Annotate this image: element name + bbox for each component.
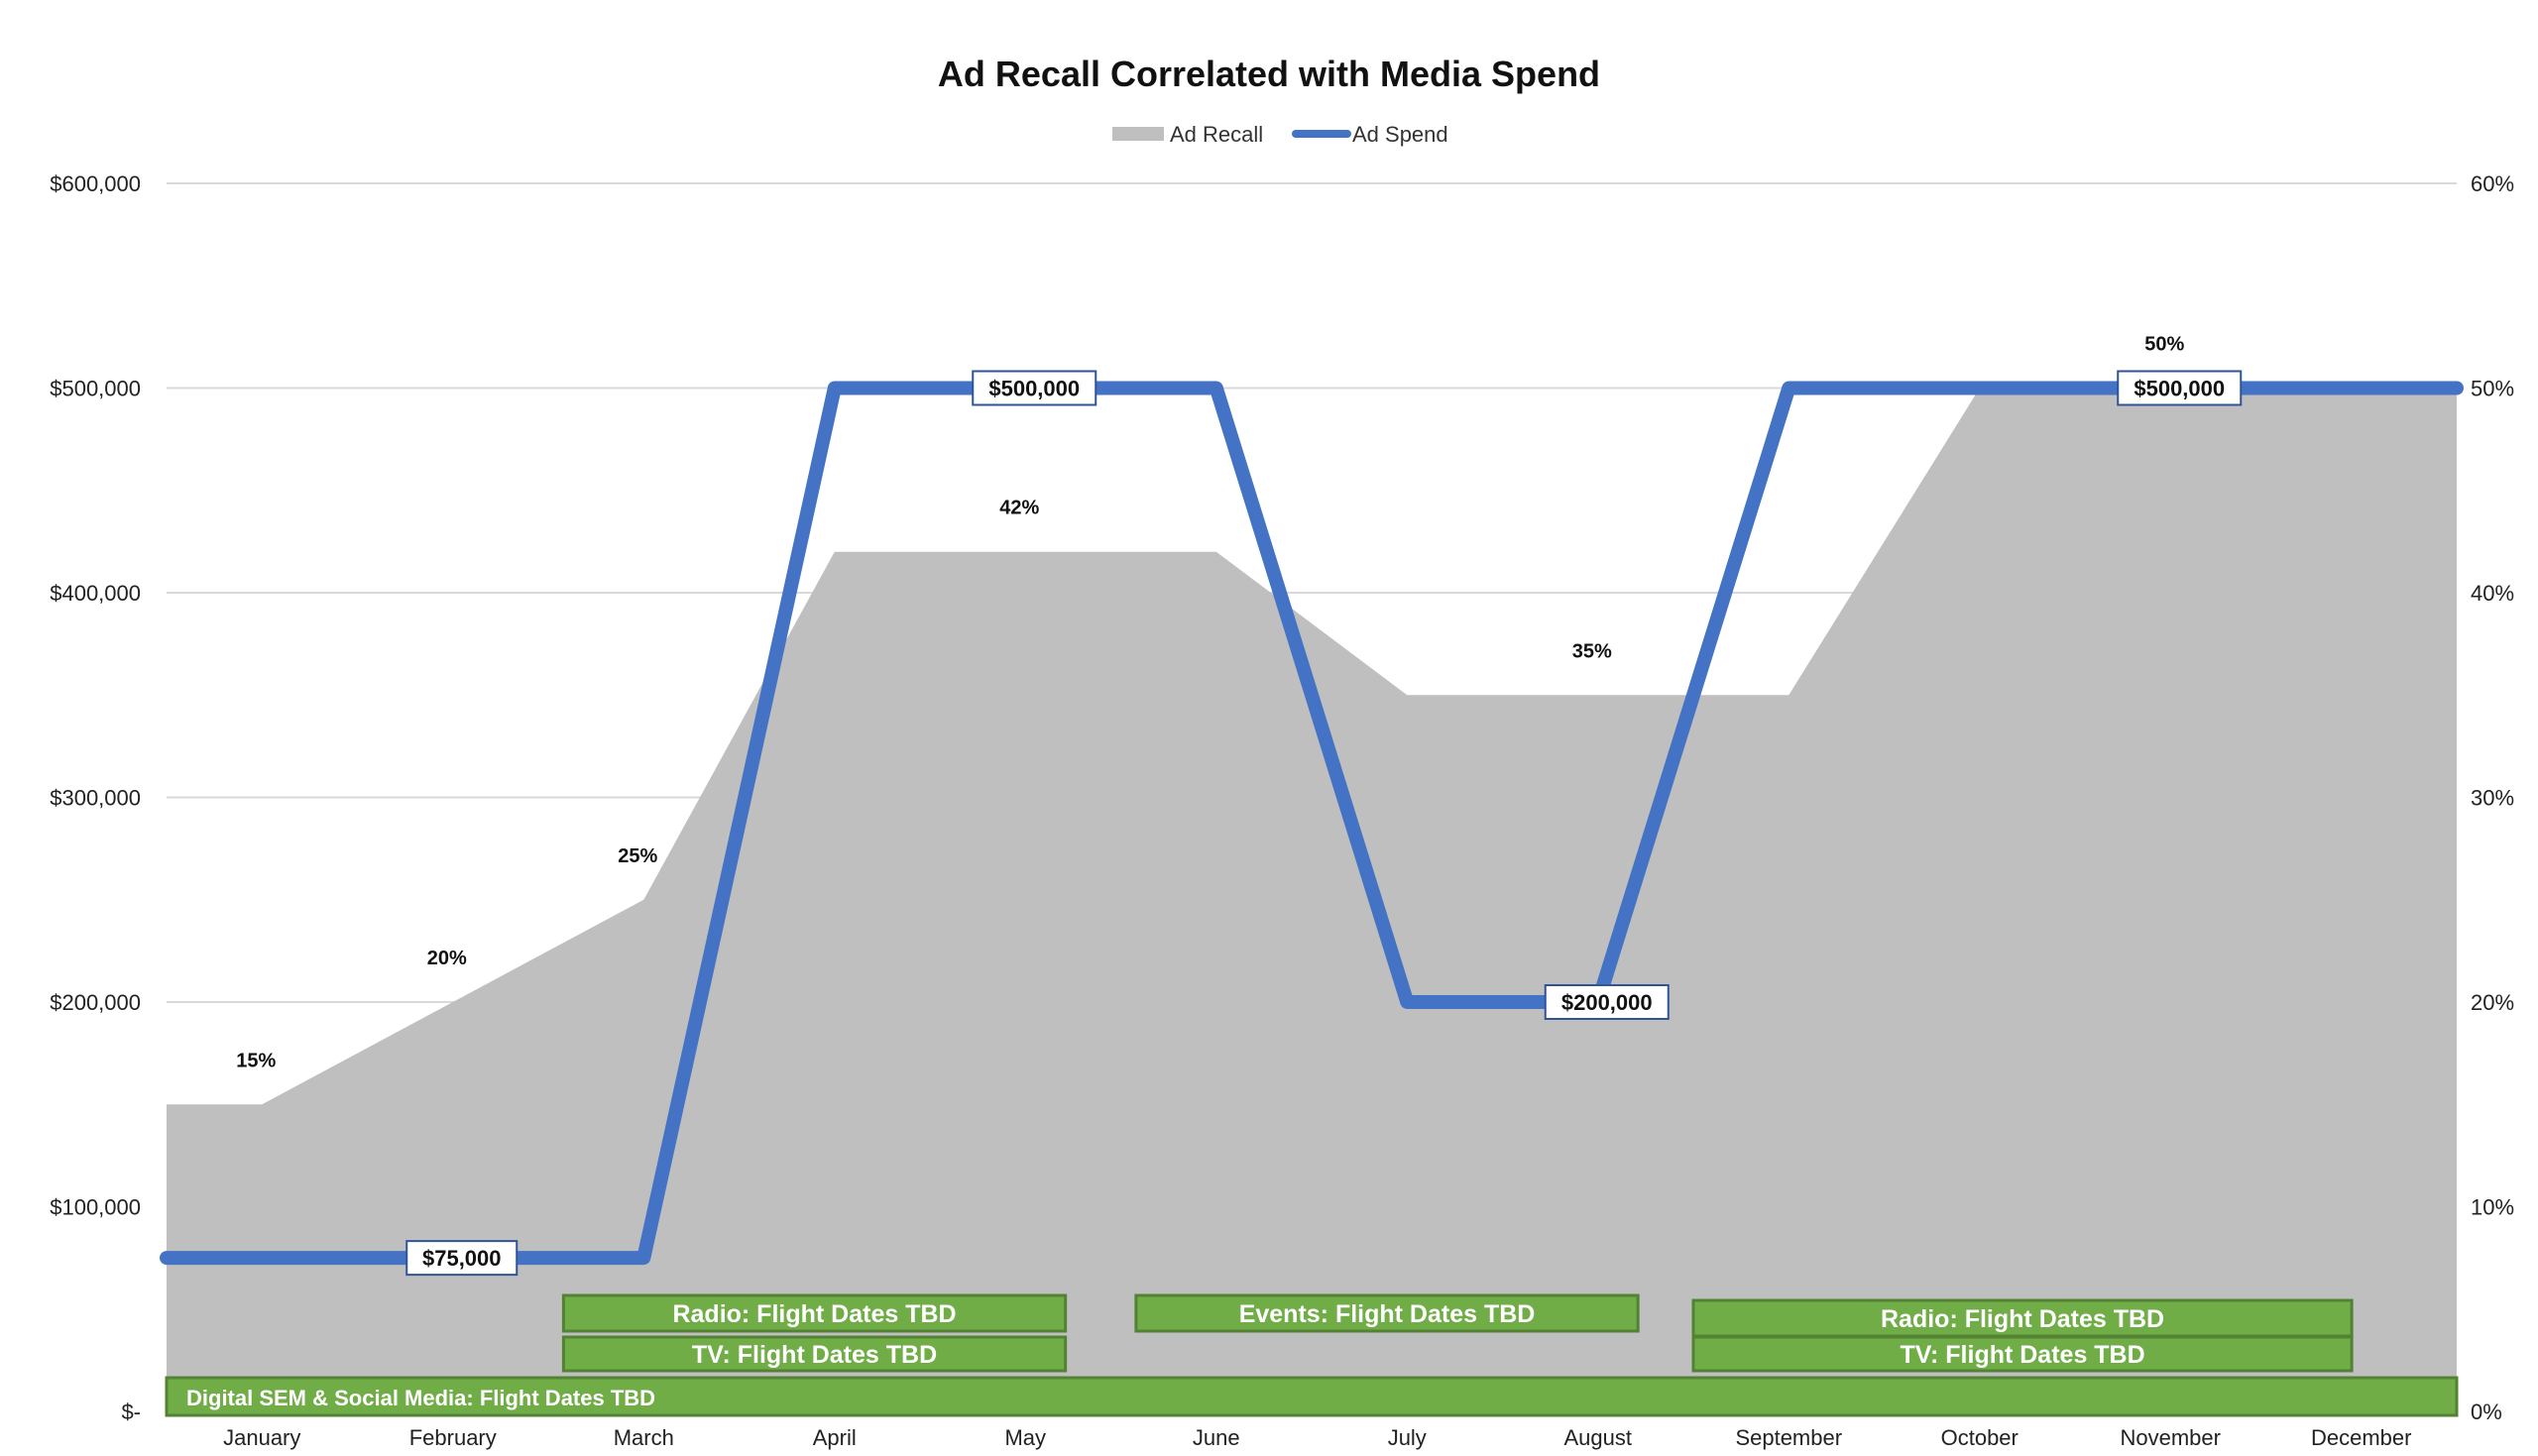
x-axis-tick-label: February xyxy=(409,1425,497,1450)
ad-spend-data-label: $500,000 xyxy=(972,370,1097,406)
left-axis-tick-label: $- xyxy=(121,1400,141,1424)
x-axis-tick-label: June xyxy=(1193,1425,1240,1450)
ad-recall-data-label: 25% xyxy=(618,845,657,867)
ad-spend-data-label: $500,000 xyxy=(2117,370,2243,406)
ad-recall-data-label: 50% xyxy=(2144,334,2184,356)
ad-recall-data-label: 20% xyxy=(427,948,467,969)
x-axis-tick-label: December xyxy=(2311,1425,2411,1450)
ad-spend-label-text: $500,000 xyxy=(2134,377,2225,401)
chart-title: Ad Recall Correlated with Media Spend xyxy=(938,54,1600,94)
left-axis-tick-label: $500,000 xyxy=(50,377,141,401)
right-axis-tick-label: 30% xyxy=(2471,786,2514,811)
x-axis-tick-label: August xyxy=(1564,1425,1633,1450)
legend-label-ad-recall: Ad Recall xyxy=(1170,122,1263,147)
flight-bar-rect xyxy=(1134,1293,1640,1333)
flight-bar: TV: Flight Dates TBD xyxy=(1691,1335,2354,1373)
right-axis-tick-label: 40% xyxy=(2471,581,2514,606)
legend: Ad Recall Ad Spend xyxy=(1112,122,1448,147)
right-axis-tick-label: 0% xyxy=(2471,1400,2502,1424)
flight-bars-layer: Radio: Flight Dates TBD TV: Flight Dates … xyxy=(165,1293,2459,1417)
flight-bar: Events: Flight Dates TBD xyxy=(1134,1293,1640,1333)
ad-spend-label-text: $75,000 xyxy=(422,1246,502,1271)
legend-swatch-ad-recall xyxy=(1112,127,1164,141)
ad-spend-label-box xyxy=(2117,370,2243,406)
ad-spend-data-label: $75,000 xyxy=(405,1240,519,1277)
flight-bar-rect xyxy=(561,1335,1068,1373)
ad-recall-data-label: 35% xyxy=(1572,640,1612,662)
x-axis-tick-label: September xyxy=(1735,1425,1842,1450)
left-axis-tick-label: $100,000 xyxy=(50,1195,141,1220)
legend-label-ad-spend: Ad Spend xyxy=(1352,122,1448,147)
left-axis-tick-label: $300,000 xyxy=(50,786,141,811)
ad-spend-label-box xyxy=(405,1240,519,1277)
ad-spend-label-text: $500,000 xyxy=(988,377,1080,401)
flight-bar-rect xyxy=(1691,1335,2354,1373)
flight-bar-label: Radio: Flight Dates TBD xyxy=(1881,1305,2164,1333)
flight-bar-label: TV: Flight Dates TBD xyxy=(692,1341,937,1369)
left-axis-tick-label: $400,000 xyxy=(50,581,141,606)
x-axis-tick-label: April xyxy=(813,1425,857,1450)
data-labels-layer: 15% 20% 25% 42% 35% 50% $75,000 $500,000 $200,00… xyxy=(236,334,2243,1277)
flight-bar-label: TV: Flight Dates TBD xyxy=(1900,1341,2144,1369)
ad-recall-area-layer xyxy=(167,388,2457,1411)
flight-bar-rect xyxy=(165,1376,2459,1417)
flight-bar-label: Events: Flight Dates TBD xyxy=(1239,1300,1536,1328)
ad-recall-data-label: 42% xyxy=(999,498,1039,519)
x-axis-tick-label: March xyxy=(614,1425,674,1450)
x-axis-tick-label: May xyxy=(1004,1425,1046,1450)
flight-bar-rect xyxy=(1691,1298,2354,1338)
ad-recall-area xyxy=(167,388,2457,1411)
right-axis-tick-label: 20% xyxy=(2471,990,2514,1015)
flight-bar-label: Radio: Flight Dates TBD xyxy=(672,1300,956,1328)
x-axis-tick-label: July xyxy=(1388,1425,1427,1450)
right-axis-tick-label: 50% xyxy=(2471,377,2514,401)
x-axis-tick-label: January xyxy=(223,1425,300,1450)
flight-bar-rect xyxy=(561,1293,1068,1333)
x-axis-tick-label: October xyxy=(1941,1425,2019,1450)
left-axis-tick-label: $600,000 xyxy=(50,171,141,196)
flight-bar: Digital SEM & Social Media: Flight Dates… xyxy=(165,1376,2459,1417)
ad-spend-data-label: $200,000 xyxy=(1544,984,1670,1020)
right-axis-tick-label: 60% xyxy=(2471,171,2514,196)
ad-spend-label-box xyxy=(1544,984,1670,1020)
flight-bar: Radio: Flight Dates TBD xyxy=(561,1293,1068,1333)
ad-spend-label-text: $200,000 xyxy=(1561,990,1653,1015)
x-axis-tick-label: November xyxy=(2121,1425,2221,1450)
right-axis-tick-label: 10% xyxy=(2471,1195,2514,1220)
ad-spend-label-box xyxy=(972,370,1097,406)
flight-bar: Radio: Flight Dates TBD xyxy=(1691,1298,2354,1338)
flight-bar-label: Digital SEM & Social Media: Flight Dates… xyxy=(186,1386,655,1410)
ad-recall-data-label: 15% xyxy=(236,1050,276,1071)
flight-bar: TV: Flight Dates TBD xyxy=(561,1335,1068,1373)
left-axis-tick-label: $200,000 xyxy=(50,990,141,1015)
axis-labels-layer: $- $100,000 $200,000 $300,000 $400,000 $500,0… xyxy=(50,171,2514,1450)
